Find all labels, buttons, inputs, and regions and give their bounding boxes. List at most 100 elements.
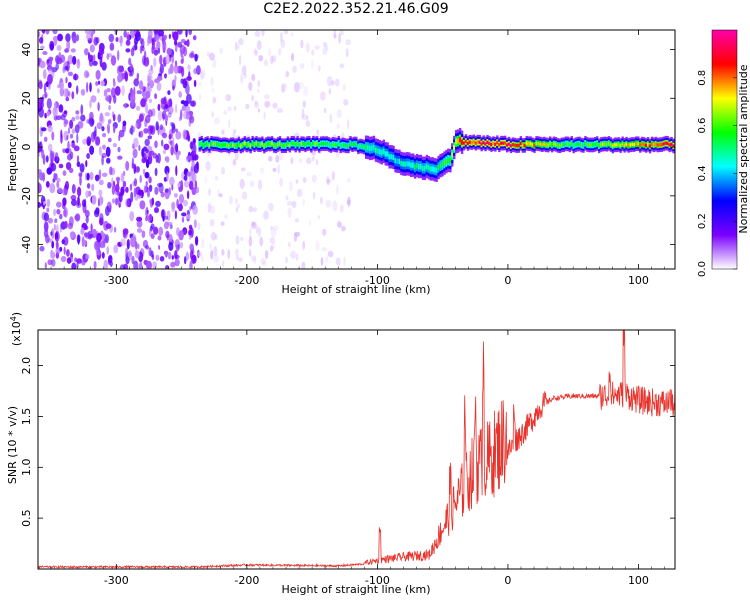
heatmap-noise-cell bbox=[133, 187, 137, 198]
heatmap-signal-cell bbox=[239, 144, 243, 148]
heatmap-noise-cell bbox=[175, 131, 182, 140]
heatmap-signal-cell bbox=[361, 144, 364, 149]
heatmap-signal-cell bbox=[668, 143, 671, 147]
heatmap-noise-cell bbox=[78, 172, 83, 178]
heatmap-noise-cell bbox=[275, 155, 280, 163]
heatmap-noise-cell bbox=[208, 188, 211, 196]
heatmap-noise-cell bbox=[174, 210, 177, 220]
heatmap-noise-cell bbox=[145, 216, 148, 222]
heatmap-noise-cell bbox=[235, 198, 238, 204]
heatmap-noise-cell bbox=[38, 169, 42, 175]
heatmap-noise-cell bbox=[62, 148, 66, 153]
heatmap-noise-cell bbox=[159, 54, 163, 65]
heatmap-signal-cell bbox=[406, 161, 409, 167]
heatmap-noise-cell bbox=[108, 254, 113, 264]
heatmap-signal-cell bbox=[247, 142, 250, 146]
heatmap-signal-cell bbox=[451, 152, 454, 158]
heatmap-noise-cell bbox=[302, 100, 306, 108]
heatmap-noise-cell bbox=[306, 114, 309, 122]
heatmap-noise-cell bbox=[188, 180, 194, 190]
heatmap-noise-cell bbox=[142, 168, 146, 175]
heatmap-noise-cell bbox=[67, 222, 74, 230]
heatmap-noise-cell bbox=[43, 136, 48, 142]
heatmap-noise-cell bbox=[50, 43, 54, 50]
heatmap-signal-cell bbox=[327, 142, 331, 147]
heatmap-noise-cell bbox=[280, 83, 286, 93]
heatmap-noise-cell bbox=[42, 51, 48, 55]
snr-y-axis-label: SNR (10 * v/v) bbox=[6, 406, 19, 484]
heatmap-noise-cell bbox=[101, 155, 104, 166]
heatmap-noise-cell bbox=[136, 220, 143, 228]
heatmap-signal-cell bbox=[413, 164, 417, 170]
heatmap-noise-cell bbox=[69, 231, 76, 239]
heatmap-noise-cell bbox=[170, 261, 176, 268]
heatmap-noise-cell bbox=[81, 260, 86, 266]
heatmap-signal-cell bbox=[617, 142, 620, 147]
heatmap-noise-cell bbox=[123, 30, 127, 38]
heatmap-signal-cell bbox=[529, 142, 532, 146]
heatmap-noise-cell bbox=[186, 171, 192, 177]
heatmap-signal-cell bbox=[237, 142, 241, 146]
heatmap-noise-cell bbox=[315, 240, 320, 252]
heatmap-noise-cell bbox=[169, 176, 175, 186]
heatmap-noise-cell bbox=[210, 250, 214, 260]
heatmap-signal-cell bbox=[265, 143, 268, 147]
heatmap-noise-cell bbox=[163, 104, 170, 112]
heatmap-noise-cell bbox=[94, 174, 100, 182]
colorbar-tick-label: 0.0 bbox=[697, 261, 708, 277]
heatmap-signal-cell bbox=[464, 139, 468, 144]
heatmap-signal-cell bbox=[267, 142, 270, 146]
heatmap-noise-cell bbox=[164, 73, 167, 79]
heatmap-noise-cell bbox=[186, 39, 190, 47]
heatmap-noise-cell bbox=[174, 74, 177, 83]
heatmap-noise-cell bbox=[128, 57, 132, 66]
heatmap-noise-cell bbox=[84, 232, 88, 238]
heatmap-noise-cell bbox=[63, 209, 67, 217]
heatmap-noise-cell bbox=[183, 175, 188, 181]
heatmap-noise-cell bbox=[121, 85, 125, 96]
heatmap-noise-cell bbox=[221, 249, 225, 256]
heatmap-noise-cell bbox=[163, 215, 169, 220]
heatmap-noise-cell bbox=[251, 94, 254, 102]
heatmap-noise-cell bbox=[320, 91, 326, 101]
snr-panel: -300 -200 -100 0 100 0.5 1.0 1.5 2.0 Height of … bbox=[6, 312, 676, 596]
heatmap-noise-cell bbox=[148, 86, 152, 94]
heatmap-noise-cell bbox=[38, 31, 41, 38]
heatmap-noise-cell bbox=[316, 129, 320, 136]
heatmap-noise-cell bbox=[71, 198, 77, 207]
heatmap-noise-cell bbox=[311, 174, 317, 183]
heatmap-noise-cell bbox=[43, 212, 50, 222]
heatmap-noise-cell bbox=[60, 82, 65, 90]
heatmap-noise-cell bbox=[280, 39, 286, 48]
heatmap-noise-cell bbox=[250, 255, 257, 262]
heatmap-noise-cell bbox=[63, 88, 68, 97]
heatmap-noise-cell bbox=[237, 38, 244, 46]
heatmap-noise-cell bbox=[86, 136, 92, 145]
heatmap-noise-cell bbox=[263, 94, 270, 100]
heatmap-signal-cell bbox=[323, 142, 327, 146]
heatmap-noise-cell bbox=[336, 221, 343, 228]
heatmap-noise-cell bbox=[125, 256, 130, 265]
heatmap-noise-cell bbox=[145, 114, 151, 124]
heatmap-noise-cell bbox=[131, 255, 135, 265]
y-tick-label: -40 bbox=[20, 236, 33, 254]
heatmap-signal-cell bbox=[210, 141, 213, 145]
heatmap-signal-cell bbox=[531, 143, 534, 147]
heatmap-noise-cell bbox=[48, 83, 51, 90]
heatmap-signal-cell bbox=[445, 159, 448, 165]
heatmap-noise-cell bbox=[44, 262, 47, 269]
heatmap-noise-cell bbox=[159, 63, 164, 74]
heatmap-noise-cell bbox=[189, 243, 194, 251]
colorbar-label: Normalized spectral amplitude bbox=[737, 64, 750, 233]
heatmap-noise-cell bbox=[329, 113, 332, 124]
snr-frame bbox=[37, 329, 676, 570]
heatmap-noise-cell bbox=[209, 218, 215, 227]
heatmap-noise-cell bbox=[125, 160, 130, 171]
heatmap-noise-cell bbox=[147, 38, 150, 47]
y-tick-label: 1.0 bbox=[20, 459, 33, 477]
heatmap-signal-cell bbox=[468, 140, 472, 144]
heatmap-noise-cell bbox=[130, 92, 136, 104]
heatmap-noise-cell bbox=[305, 120, 311, 127]
heatmap-signal-cell bbox=[648, 144, 652, 148]
heatmap-noise-cell bbox=[103, 89, 108, 97]
